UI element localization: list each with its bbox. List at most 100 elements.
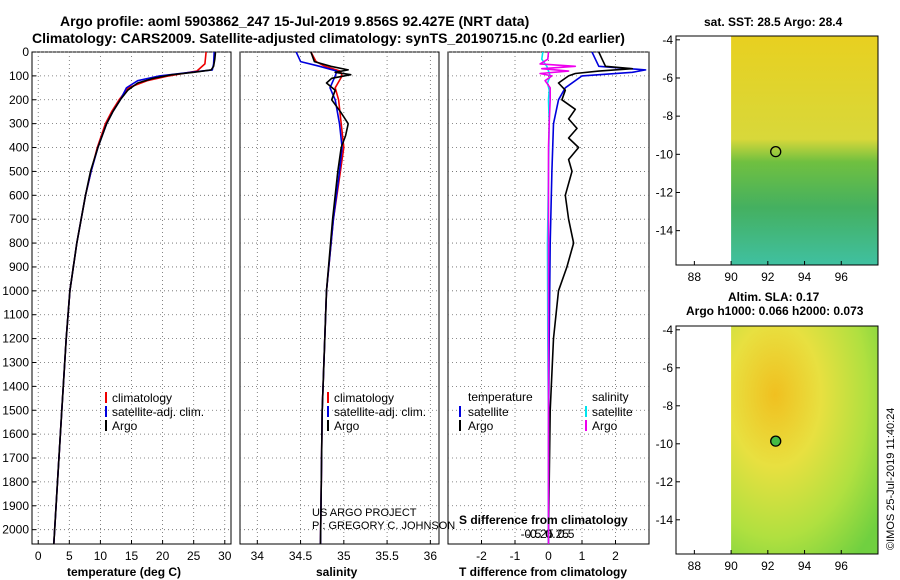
difference-legend-salinity: salinity satellite Argo bbox=[585, 390, 633, 433]
figure-title-line2: Climatology: CARS2009. Satellite-adjuste… bbox=[32, 30, 625, 46]
series-line-argo bbox=[310, 52, 352, 544]
sla-float-marker bbox=[770, 435, 782, 447]
xtick-label: 0 bbox=[35, 549, 42, 563]
map-xtick-label: 94 bbox=[798, 559, 812, 573]
xtick-label: -1 bbox=[510, 549, 521, 563]
difference-xticks: -2 -1 0 1 2 bbox=[476, 540, 619, 563]
temperature-xlabel: temperature (deg C) bbox=[67, 565, 181, 579]
map-ytick-label: -8 bbox=[662, 399, 673, 413]
legend-label-s-argo: Argo bbox=[592, 419, 618, 433]
ytick-label: 0 bbox=[22, 45, 29, 59]
map-xtick-label: 90 bbox=[724, 270, 738, 284]
sst-map: sat. SST: 28.5 Argo: 28.4 88 90 92 94 96 -4 -6… bbox=[656, 15, 879, 284]
difference-panel: -2 -1 0 1 2 -0.5-0.25 0 0.250.5 T difference f… bbox=[447, 51, 650, 579]
map-ytick-label: -12 bbox=[656, 475, 674, 489]
stick-label: 0.5 bbox=[558, 527, 575, 541]
temperature-plot-frame bbox=[31, 51, 232, 545]
ytick-label: 2000 bbox=[2, 523, 29, 537]
xtick-label: 2 bbox=[612, 549, 619, 563]
series-line-argo bbox=[53, 52, 217, 544]
xtick-label: 35.5 bbox=[375, 549, 399, 563]
ytick-label: 1300 bbox=[2, 355, 29, 369]
xtick-label: 0 bbox=[545, 549, 552, 563]
ytick-label: 100 bbox=[9, 69, 29, 83]
series-line-t-argo bbox=[547, 52, 634, 544]
ytick-label: 1000 bbox=[2, 284, 29, 298]
xtick-label: 1 bbox=[579, 549, 586, 563]
xtick-label: 10 bbox=[94, 549, 108, 563]
difference-lines bbox=[539, 52, 647, 544]
salinity-plot-frame bbox=[239, 51, 440, 545]
xtick-label: 25 bbox=[187, 549, 201, 563]
legend-label-argo: Argo bbox=[112, 419, 138, 433]
sst-map-ticks: 88 90 92 94 96 -4 -6 -8 -10 -12 -14 bbox=[656, 33, 849, 284]
map-ytick-label: -6 bbox=[662, 71, 673, 85]
ytick-label: 1400 bbox=[2, 379, 29, 393]
sla-map: Altim. SLA: 0.17 Argo h1000: 0.066 h2000… bbox=[656, 290, 879, 573]
map-xtick-label: 96 bbox=[835, 559, 849, 573]
sst-float-marker bbox=[770, 145, 782, 158]
sst-map-title: sat. SST: 28.5 Argo: 28.4 bbox=[704, 15, 843, 29]
sla-map-ticks: 88 90 92 94 96 -4 -6 -8 -10 -12 -14 bbox=[656, 323, 849, 573]
legend-label-argo: Argo bbox=[334, 419, 360, 433]
xtick-label: 36 bbox=[424, 549, 438, 563]
temperature-grid bbox=[32, 51, 231, 544]
ytick-label: 400 bbox=[9, 141, 29, 155]
xtick-label: 34.5 bbox=[289, 549, 313, 563]
xtick-label: -2 bbox=[476, 549, 487, 563]
salinity-lines bbox=[295, 52, 352, 544]
salinity-xlabel: salinity bbox=[316, 565, 358, 579]
legend-label-climatology: climatology bbox=[334, 391, 394, 405]
temperature-legend: climatology satellite-adj. clim. Argo bbox=[105, 391, 204, 433]
ytick-label: 300 bbox=[9, 117, 29, 131]
series-line-climatology bbox=[310, 52, 345, 544]
map-ytick-label: -12 bbox=[656, 185, 674, 199]
map-xtick-label: 92 bbox=[761, 559, 775, 573]
map-xtick-label: 88 bbox=[688, 559, 702, 573]
ytick-label: 1800 bbox=[2, 475, 29, 489]
legend-label-s-satellite: satellite bbox=[592, 405, 633, 419]
ytick-label: 800 bbox=[9, 236, 29, 250]
xtick-label: 15 bbox=[125, 549, 139, 563]
figure-title-line1: Argo profile: aoml 5903862_247 15-Jul-20… bbox=[60, 13, 529, 29]
temperature-xticks: 0 5 10 15 20 25 30 bbox=[35, 540, 232, 563]
stick-label: 0.25 bbox=[546, 527, 570, 541]
legend-label-satellite: satellite-adj. clim. bbox=[112, 405, 204, 419]
map-ytick-label: -6 bbox=[662, 361, 673, 375]
xtick-label: 35 bbox=[337, 549, 351, 563]
ytick-label: 1700 bbox=[2, 451, 29, 465]
map-xtick-label: 88 bbox=[688, 270, 702, 284]
temperature-yticks: 0 100 200 300 400 500 600 700 800 900 1000 1100 1200… bbox=[2, 45, 36, 537]
map-ytick-label: -10 bbox=[656, 147, 674, 161]
map-ytick-label: -4 bbox=[662, 323, 673, 337]
series-line-s-argo bbox=[539, 52, 577, 544]
series-line-satellite-adj-clim- bbox=[53, 52, 215, 544]
credit-pi: PI: GREGORY C. JOHNSON bbox=[312, 520, 455, 532]
legend-title-temperature: temperature bbox=[468, 390, 533, 404]
stick-label: -0.25 bbox=[526, 527, 554, 541]
difference-xlabel-t: T difference from climatology bbox=[459, 565, 627, 579]
map-ytick-label: -8 bbox=[662, 109, 673, 123]
legend-label-t-argo: Argo bbox=[468, 419, 494, 433]
xtick-label: 5 bbox=[66, 549, 73, 563]
xtick-label: 34 bbox=[251, 549, 265, 563]
sla-map-subtitle: Argo h1000: 0.066 h2000: 0.073 bbox=[686, 304, 864, 318]
salinity-legend: climatology satellite-adj. clim. Argo bbox=[327, 391, 426, 433]
sla-map-data bbox=[731, 326, 878, 554]
series-line-climatology bbox=[53, 52, 207, 544]
stick-label: -0.5 bbox=[521, 527, 542, 541]
map-xtick-label: 96 bbox=[835, 270, 849, 284]
ytick-label: 700 bbox=[9, 212, 29, 226]
legend-label-climatology: climatology bbox=[112, 391, 172, 405]
xtick-label: 30 bbox=[218, 549, 232, 563]
legend-title-salinity: salinity bbox=[592, 390, 629, 404]
series-line-satellite-adj-clim- bbox=[295, 52, 343, 544]
ytick-label: 200 bbox=[9, 93, 29, 107]
ytick-label: 500 bbox=[9, 164, 29, 178]
salinity-panel: 34 34.5 35 35.5 36 salinity climatology sate… bbox=[239, 51, 455, 579]
sla-map-title: Altim. SLA: 0.17 bbox=[728, 290, 820, 304]
xtick-label: 20 bbox=[156, 549, 170, 563]
ytick-label: 600 bbox=[9, 188, 29, 202]
